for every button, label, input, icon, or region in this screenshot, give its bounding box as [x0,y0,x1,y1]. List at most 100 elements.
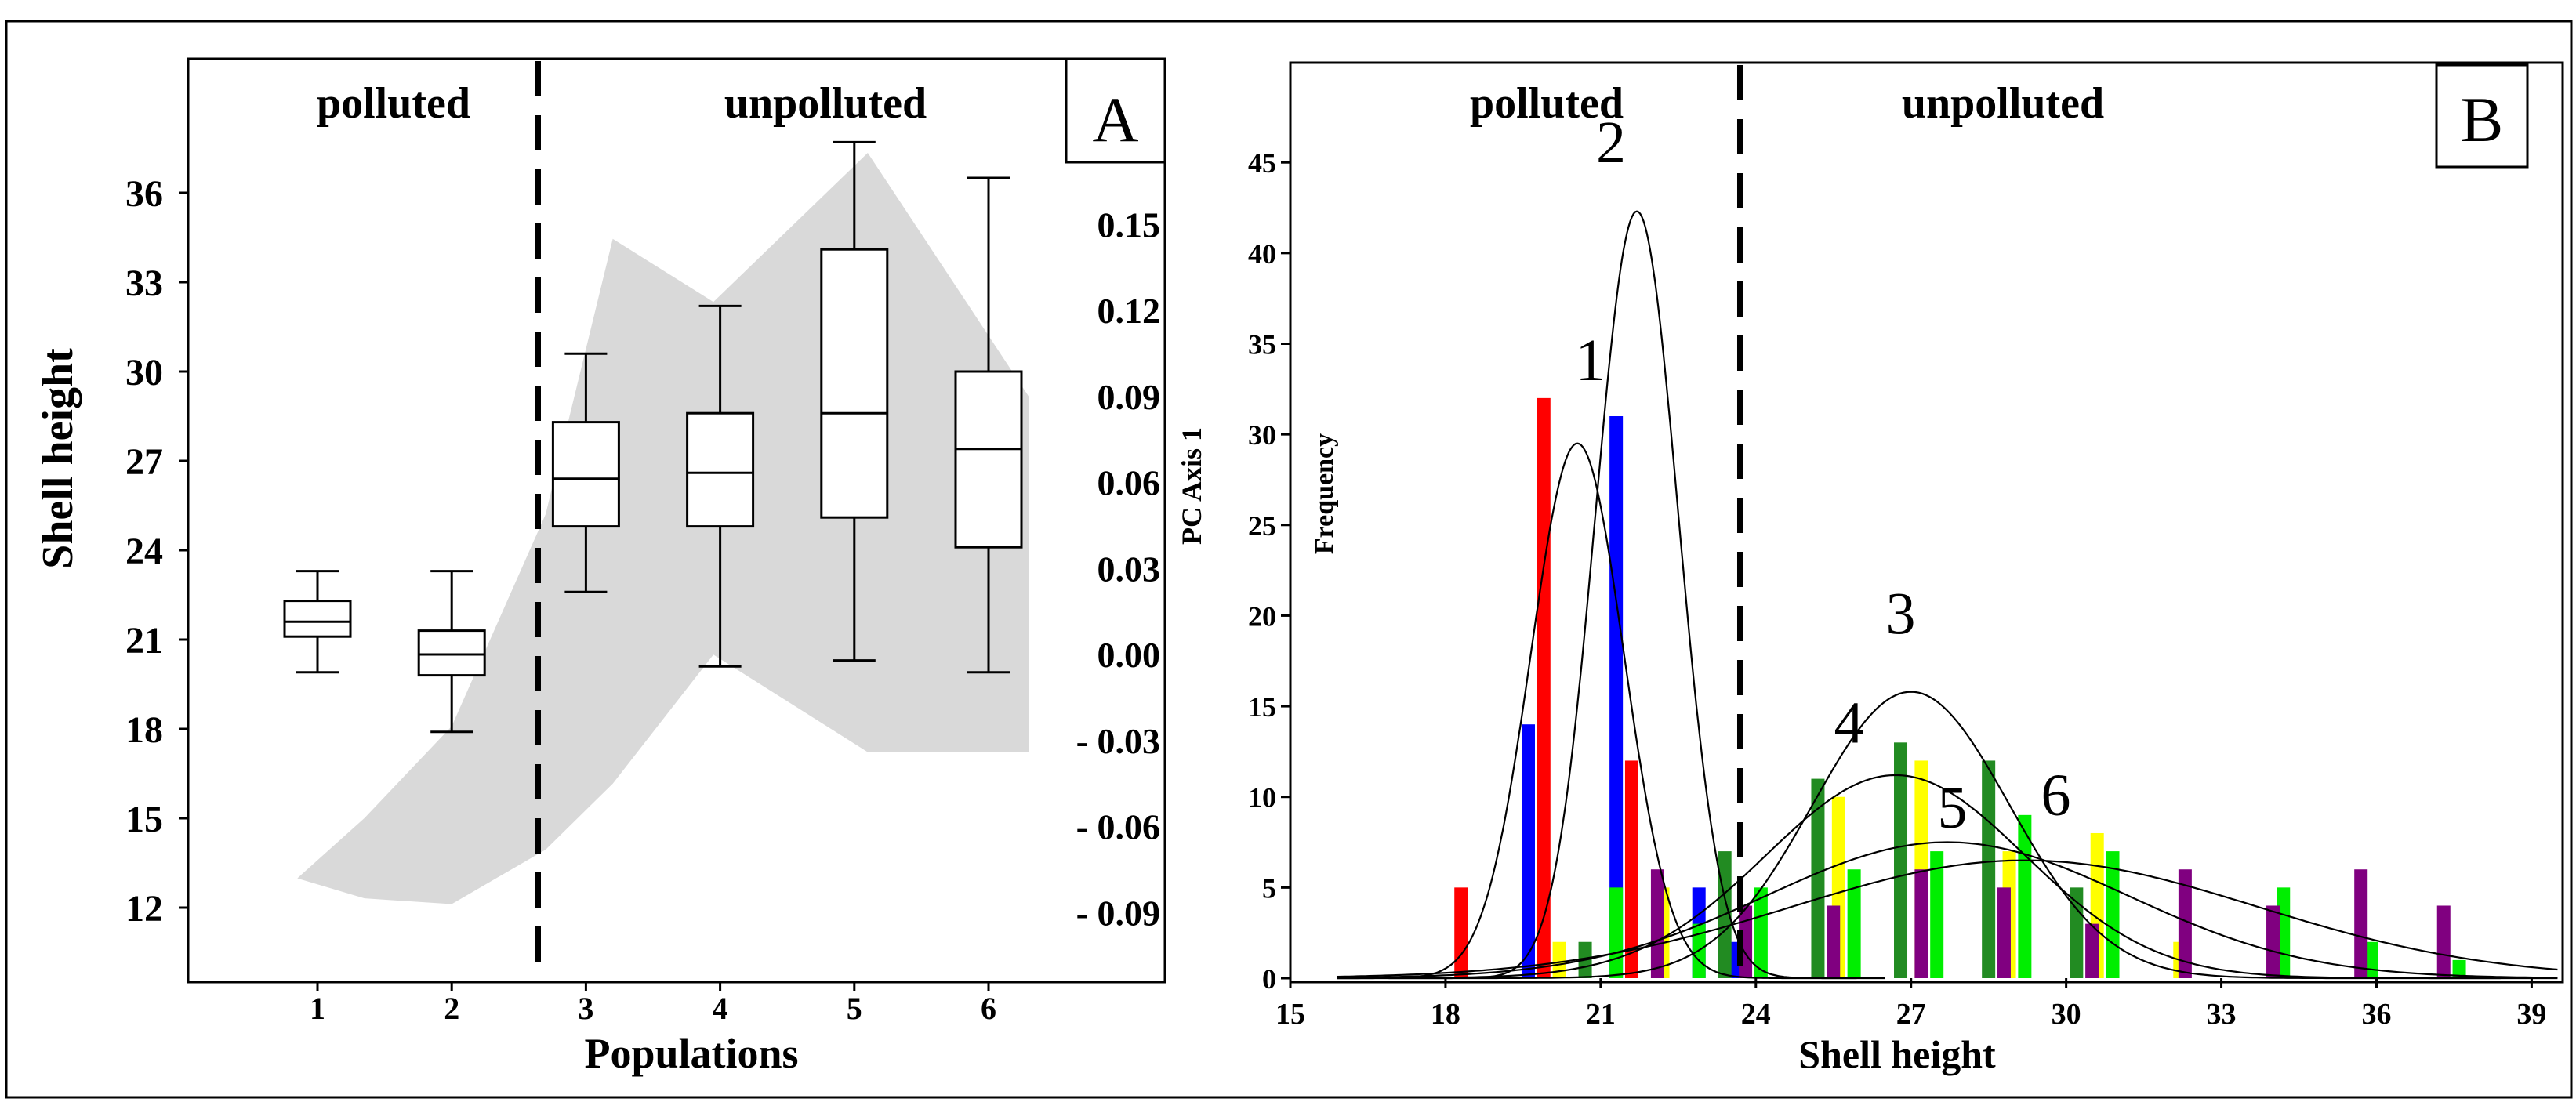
boxplots [283,140,1023,734]
shell-height-tick-label: 33 [2207,998,2237,1031]
bar-pop-6 [2266,905,2280,978]
x-tick-label: 3 [578,991,593,1026]
curve-number-label: 1 [1576,328,1605,393]
curve-pop-5 [1337,841,2558,979]
region-label-polluted: polluted [317,79,470,128]
bar-pop-5 [2106,851,2120,978]
bar-pop-3 [1811,778,1825,978]
panel-a-frame [187,57,1166,984]
frequency-axis-ticks: 0 5 10 15 20 25 30 35 40 45 [1248,147,1290,995]
x-tick-label: 4 [713,991,728,1026]
iqr-box [954,370,1023,549]
bar-pop-3 [2070,887,2084,978]
bar-pop-6 [2354,869,2368,978]
pc-tick-label: 0.06 [1098,463,1161,503]
y-tick-label: 33 [125,263,163,304]
frequency-tick-label: 20 [1248,600,1276,632]
pc-tick-label: 0.00 [1098,635,1161,675]
panel-a-label: A [1092,84,1138,155]
x-tick-label: 1 [310,991,325,1026]
panel-b-frame [1289,61,2564,984]
y-tick-label: 36 [125,173,163,215]
y-tick-label: 24 [125,531,163,572]
pc-axis-label: PC Axis 1 [1176,427,1207,545]
shell-height-axis-ticks: 15 18 21 24 27 30 33 36 39 [1275,978,2546,1031]
bar-pop-5 [2452,959,2466,978]
x-tick-label: 2 [444,991,459,1026]
boxplot-pop-4 [686,304,755,668]
iqr-box [417,629,486,677]
frequency-tick-label: 10 [1248,782,1276,814]
boxplot-pop-1 [283,570,352,674]
curve-pop-4 [1337,774,2558,980]
x-tick-label: 6 [981,991,996,1026]
x-tick-label: 5 [847,991,862,1026]
curve-labels: 1 2 34 5 6 [1576,110,2071,841]
bar-pop-6 [1650,869,1664,978]
shell-height-axis-label: Shell height [1798,1032,1996,1076]
shell-height-tick-label: 27 [1896,998,1926,1031]
bar-pop-4 [1552,941,1566,978]
y-axis-label: Shell height [34,348,82,569]
pc-axis-ticks: 0.15 0.12 0.09 0.06 0.03 0.00 - 0.03 - 0.06 - 0.… [1076,205,1160,933]
bar-pop-3 [1894,742,1908,978]
curve-number-label: 5 [1937,775,1967,841]
shell-height-tick-label: 18 [1431,998,1460,1031]
pc-tick-label: 0.09 [1098,377,1161,417]
region-label-polluted: polluted [1470,79,1624,128]
y-tick-label: 27 [125,441,163,483]
curve-number-label: 3 [1886,582,1916,647]
frequency-tick-label: 45 [1248,147,1276,179]
bar-pop-6 [1997,887,2011,978]
bar-pop-3 [1982,760,1996,978]
bar-pop-6 [2178,869,2192,978]
frequency-tick-label: 0 [1262,963,1276,995]
pc-envelope-layer [297,152,1029,904]
pc-tick-label: 0.03 [1098,549,1161,589]
panel-b-label-box [2435,63,2529,169]
shell-height-tick-label: 36 [2361,998,2391,1031]
pc-tick-label: 0.12 [1098,291,1161,331]
frequency-tick-label: 15 [1248,691,1276,723]
bar-pop-5 [1754,887,1768,978]
bar-pop-5 [1609,887,1624,978]
curve-pop-3 [1337,691,2501,980]
iqr-box [551,421,620,528]
bar-pop-1 [1454,887,1468,978]
shell-height-tick-label: 24 [1741,998,1771,1031]
x-axis-label: Populations [584,1030,798,1077]
region-label-unpolluted: unpolluted [724,79,927,128]
bar-pop-6 [1827,905,1841,978]
iqr-box [686,411,755,528]
y-tick-label: 15 [125,799,163,840]
panel-b-label: B [2461,84,2504,155]
boxplot-pop-3 [551,352,620,593]
iqr-box [820,248,889,519]
frequency-tick-label: 25 [1248,510,1276,542]
region-label-unpolluted: unpolluted [1902,79,2104,128]
pc-tick-label: - 0.06 [1076,807,1160,847]
bar-pop-1 [1624,760,1638,978]
y-tick-label: 30 [125,352,163,393]
bar-pop-5 [1847,869,1861,978]
curve-pop-1 [1337,442,1857,980]
frequency-tick-label: 5 [1262,872,1276,904]
bar-pop-5 [1930,851,1944,978]
bar-pop-6 [1914,869,1928,978]
x-axis-ticks: 1 2 3 4 5 6 [310,982,996,1026]
pc-tick-label: - 0.03 [1076,721,1160,761]
y-tick-label: 18 [125,709,163,751]
iqr-box [283,600,352,638]
frequency-tick-label: 30 [1248,419,1276,451]
y-tick-label: 21 [125,620,163,662]
boxplot-pop-2 [417,570,486,734]
y-axis-ticks: 12 15 18 21 24 27 30 33 36 [125,173,188,930]
shell-height-tick-label: 15 [1275,998,1305,1031]
frequency-tick-label: 40 [1248,238,1276,270]
shell-height-tick-label: 30 [2052,998,2081,1031]
bar-pop-6 [2085,923,2099,978]
histogram-bars [1454,397,2466,978]
